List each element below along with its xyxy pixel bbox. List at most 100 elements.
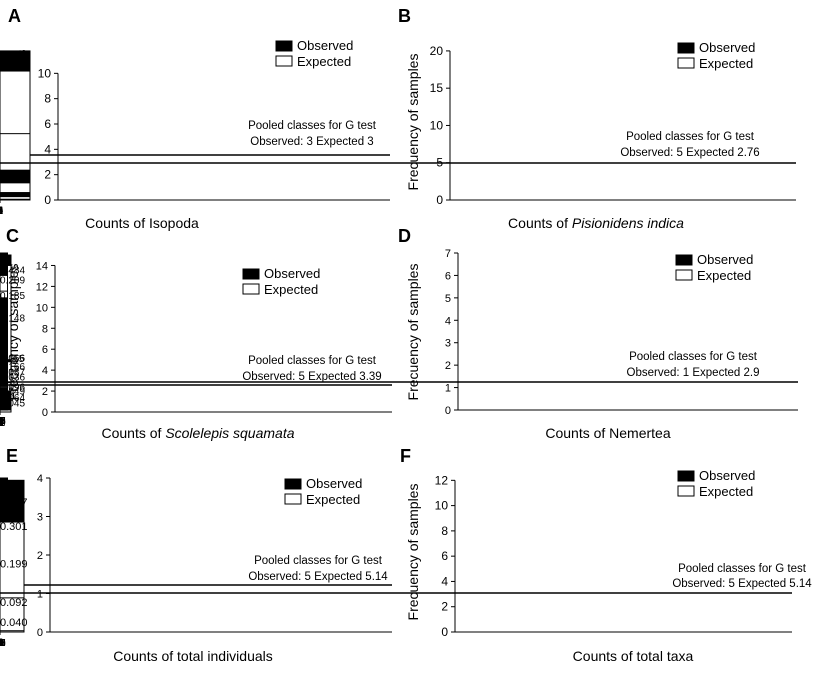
x-tick-label: 3 <box>0 205 3 217</box>
x-tick-label: 17 <box>0 416 6 427</box>
bar-value-label: 0.040 <box>0 617 28 629</box>
y-tick-label: 2 <box>445 360 451 372</box>
y-tick-label: 4 <box>37 473 43 485</box>
y-tick-label: 0 <box>44 193 51 207</box>
x-tick-label: 19 <box>0 638 6 649</box>
y-tick-label: 12 <box>435 473 449 487</box>
y-tick-label: 3 <box>445 338 451 350</box>
x-tick-label: 3 <box>0 637 3 649</box>
legend-label-expected: Expected <box>699 484 753 499</box>
bar-value-label: 0.092 <box>0 597 28 609</box>
x-tick-label: 2 <box>0 637 3 649</box>
y-tick-label: 2 <box>42 386 48 398</box>
y-tick-label: 6 <box>42 344 48 356</box>
x-tick-label: 8 <box>0 638 3 649</box>
pooled-classes-title: Pooled classes for G test <box>629 351 758 363</box>
y-tick-label: 4 <box>441 574 448 588</box>
bar-value-label: 0.036 <box>0 372 25 383</box>
x-tick-label: 2 <box>0 205 3 217</box>
legend-label-observed: Observed <box>297 38 353 53</box>
bar-value-label: 0.209 <box>0 275 25 286</box>
x-tick-label: 2 <box>0 638 3 649</box>
pooled-classes-title: Pooled classes for G test <box>248 355 377 367</box>
x-tick-label: 6 <box>0 416 3 427</box>
bar-value-label: 0.096 <box>0 383 25 394</box>
pooled-classes-title: Pooled classes for G test <box>254 555 383 567</box>
legend-swatch-observed <box>275 40 293 52</box>
x-tick-label: 4 <box>0 205 3 217</box>
bar-value-label: 0.484 <box>0 265 25 276</box>
x-axis-title: Counts of total taxa <box>573 648 694 664</box>
legend-label-observed: Observed <box>306 476 362 491</box>
bar-value-label: 0.049 <box>0 386 25 397</box>
x-tick-label: 16 <box>0 638 6 649</box>
y-tick-label: 6 <box>445 270 451 282</box>
legend-swatch-expected <box>677 57 695 69</box>
x-tick-label: 9 <box>0 416 3 427</box>
x-axis-title: Counts of Scolelepis squamata <box>101 425 294 441</box>
panel-letter: C <box>6 226 19 246</box>
y-tick-label: 10 <box>38 66 52 80</box>
y-tick-label: 4 <box>445 315 451 327</box>
y-tick-label: 4 <box>44 142 51 156</box>
x-tick-label: 1 <box>0 205 3 217</box>
bar-value-label: 0.045 <box>0 398 25 409</box>
panel-letter: B <box>398 6 411 26</box>
legend-label-observed: Observed <box>699 468 755 483</box>
x-tick-label: 1 <box>0 205 3 217</box>
y-tick-label: 6 <box>441 549 448 563</box>
x-tick-label: 4 <box>0 637 3 649</box>
panel-letter: A <box>8 6 21 26</box>
y-tick-label: 10 <box>430 118 444 132</box>
x-tick-label: 8 <box>0 418 3 429</box>
bar-value-label: 0.199 <box>0 558 28 570</box>
legend-label-observed: Observed <box>697 252 753 267</box>
x-tick-label: 0 <box>0 638 3 649</box>
y-tick-label: 7 <box>445 248 451 260</box>
legend-label-expected: Expected <box>297 54 351 69</box>
y-tick-label: 14 <box>36 260 48 272</box>
bar-value-label: 0.087 <box>0 367 25 378</box>
y-axis-title: Frecuency of samples <box>405 264 421 401</box>
bar-value-label: 0.148 <box>0 314 25 325</box>
x-tick-label: 3 <box>0 418 3 429</box>
x-tick-label: 15 <box>0 416 6 427</box>
y-tick-label: 0 <box>441 625 448 639</box>
y-tick-label: 2 <box>37 550 43 562</box>
x-tick-label: 9 <box>0 418 3 429</box>
x-tick-label: 4 <box>0 638 3 649</box>
pooled-classes-values: Observed: 5 Expected 5.14 <box>248 571 388 583</box>
x-tick-label: 1 <box>0 638 3 649</box>
x-tick-label: 13 <box>0 638 6 649</box>
legend-swatch-observed <box>677 470 695 482</box>
x-tick-label: 7 <box>0 638 3 649</box>
y-tick-label: 2 <box>44 168 51 182</box>
x-tick-label: 8 <box>0 416 3 427</box>
legend-swatch-expected <box>242 283 260 295</box>
y-tick-label: 0 <box>445 405 451 417</box>
x-tick-label: 4 <box>0 205 3 217</box>
x-tick-label: 12 <box>0 638 6 649</box>
x-tick-label: 3 <box>0 638 3 649</box>
bar-expected <box>0 630 25 633</box>
y-tick-label: 1 <box>445 383 451 395</box>
legend-swatch-observed <box>284 478 302 490</box>
x-tick-label: 11 <box>0 416 6 427</box>
y-tick-label: 0 <box>436 193 443 207</box>
x-tick-label: 2 <box>0 418 3 429</box>
x-tick-label: 20 <box>0 638 6 649</box>
legend-label-expected: Expected <box>697 268 751 283</box>
bar-expected <box>0 408 8 411</box>
x-axis-title: Counts of Pisionidens indica <box>508 215 684 231</box>
x-tick-label: 10 <box>0 416 6 427</box>
legend-swatch-expected <box>677 485 695 497</box>
y-axis-title: Frecuency of samples <box>405 484 421 621</box>
